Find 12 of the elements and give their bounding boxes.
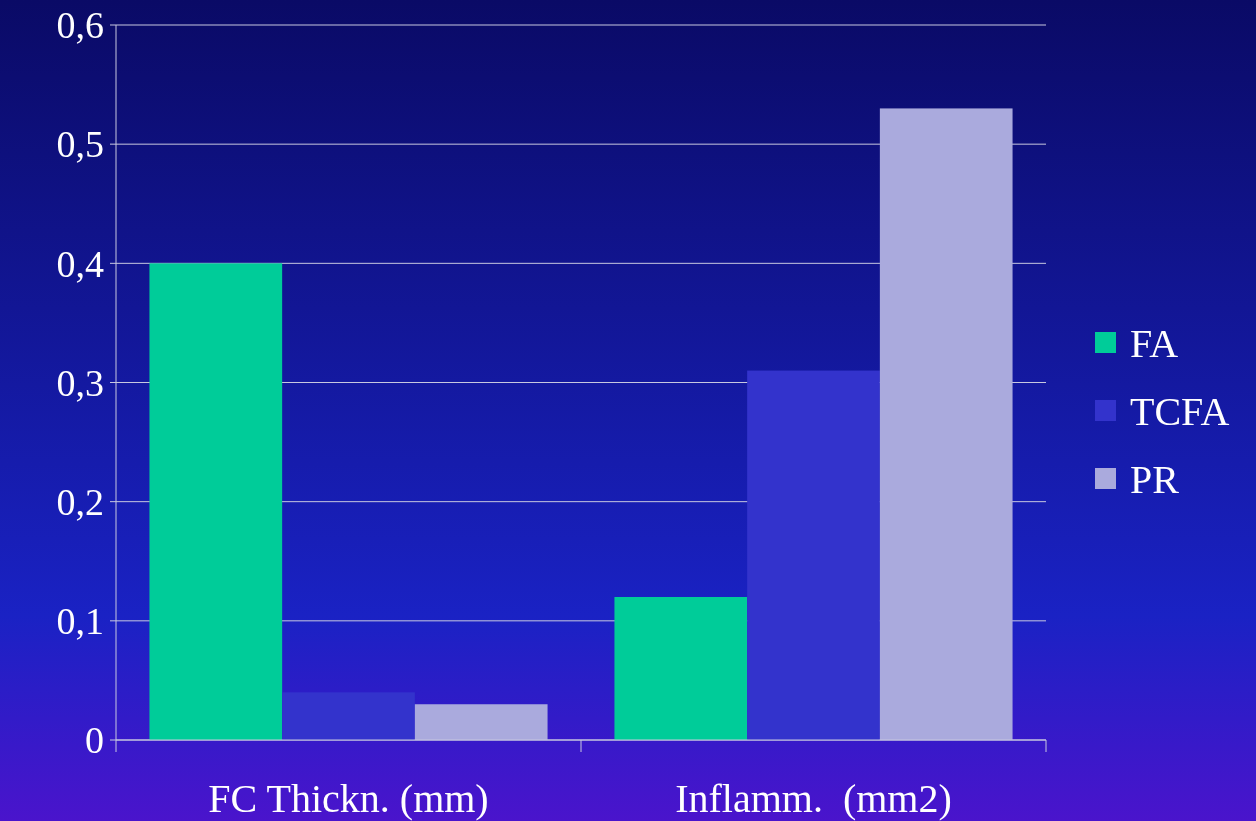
legend-label: FA [1130, 321, 1179, 366]
y-tick-label: 0,1 [56, 600, 104, 643]
legend-label: PR [1130, 457, 1180, 502]
y-tick-label: 0 [85, 719, 104, 762]
y-tick-label: 0,5 [56, 123, 104, 166]
y-tick-label: 0,2 [56, 480, 104, 523]
y-tick-label: 0,4 [56, 242, 104, 285]
y-tick-label: 0,3 [56, 361, 104, 404]
x-tick-label: Inflamm. (mm2) [675, 776, 952, 821]
y-tick-label: 0,6 [56, 4, 104, 47]
legend-label: TCFA [1130, 389, 1230, 434]
x-tick-label: FC Thickn. (mm) [208, 776, 489, 821]
